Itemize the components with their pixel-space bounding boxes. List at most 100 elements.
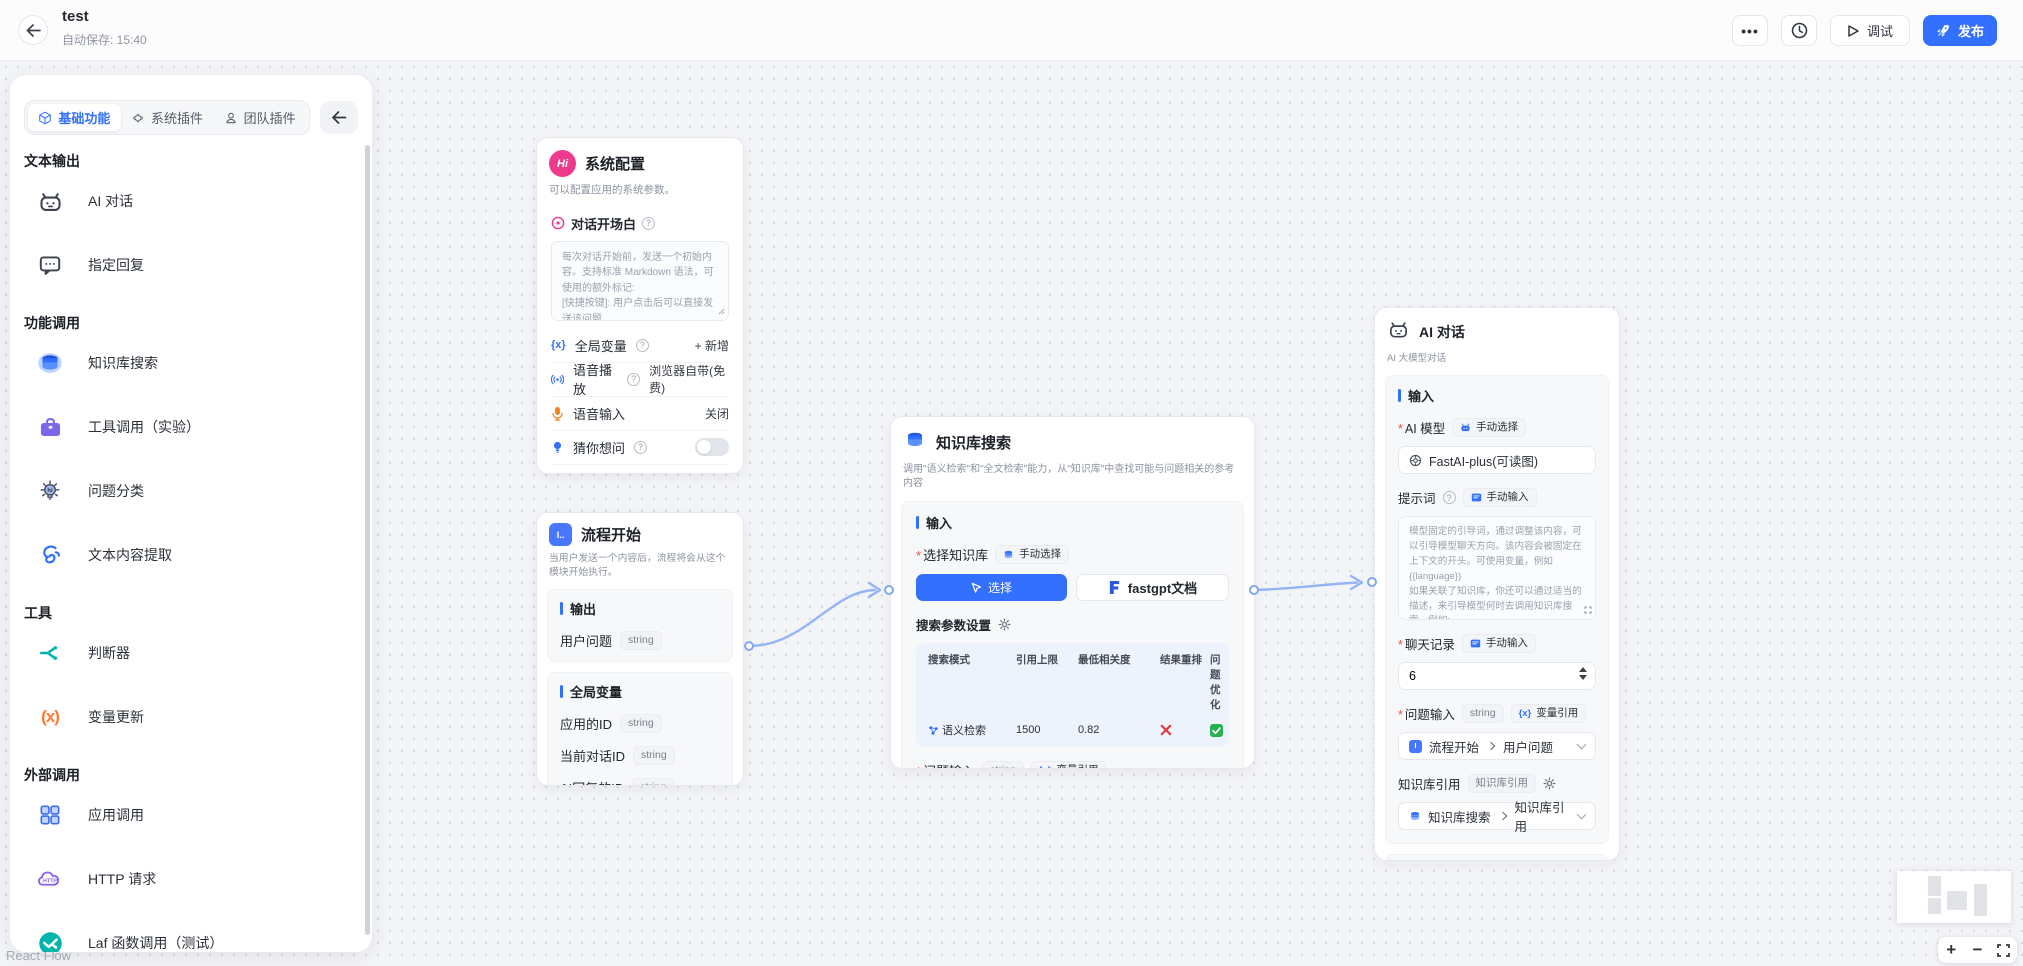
- topbar: test 自动保存: 15:40 ••• 调试 发布: [0, 0, 2023, 61]
- add-variable-button[interactable]: + 新增: [694, 338, 729, 353]
- node-dataset-search[interactable]: 知识库搜索 调用"语义检索"和"全文检索"能力，从"知识库"中查找可能与问题相关…: [890, 416, 1255, 769]
- debug-button[interactable]: 调试: [1830, 15, 1910, 46]
- sidebar-item-label: Laf 函数调用（测试）: [88, 935, 224, 951]
- ai-chat-node-icon: [1387, 318, 1410, 346]
- expand-icon[interactable]: [1584, 606, 1592, 614]
- resize-handle-icon[interactable]: [718, 308, 725, 315]
- sidebar-item-app-call[interactable]: 应用调用: [10, 783, 372, 847]
- more-button[interactable]: •••: [1732, 15, 1768, 46]
- sidebar-item-label: 变量更新: [88, 709, 144, 725]
- autosave-status: 自动保存: 15:40: [62, 33, 147, 47]
- chevron-right-icon: [1486, 742, 1496, 751]
- output-row: 用户问题 string: [560, 631, 720, 651]
- collapse-sidebar-button[interactable]: [320, 101, 358, 134]
- sidebar-item-laf-function[interactable]: Laf 函数调用（测试）: [10, 911, 372, 952]
- sidebar-item-content-extract[interactable]: 文本内容提取: [10, 523, 372, 587]
- sidebar-item-classifier[interactable]: 判断器: [10, 621, 372, 685]
- sidebar-item-question-classify[interactable]: hi 问题分类: [10, 459, 372, 523]
- node-ai-chat[interactable]: AI 对话 AI 大模型对话 输入 AI 模型 手动选择 FastAI-plus…: [1374, 307, 1620, 861]
- dataset-mini-icon: [1004, 550, 1013, 559]
- node-subtitle: 当用户发送一个内容后，流程将会从这个模块开始执行。: [549, 553, 726, 578]
- sidebar-item-label: 指定回复: [88, 257, 144, 273]
- select-dataset-button[interactable]: 选择: [916, 574, 1067, 601]
- back-button[interactable]: [18, 15, 48, 45]
- node-subtitle: 调用"语义检索"和"全文检索"能力，从"知识库"中查找可能与问题相关的参考内容: [903, 464, 1235, 489]
- quote-label: 知识库引用: [1398, 778, 1461, 793]
- tab-team-plugins[interactable]: 团队插件: [213, 104, 306, 131]
- dataset-card-fastgpt[interactable]: fastgpt文档: [1076, 574, 1229, 601]
- node-flow-start[interactable]: I.. 流程开始 当用户发送一个内容后，流程将会从这个模块开始执行。 输出 用户…: [536, 512, 744, 786]
- welcome-textarea[interactable]: [551, 240, 729, 321]
- prompt-textarea[interactable]: [1398, 516, 1596, 621]
- globals-section-title: 全局变量: [560, 682, 720, 701]
- chevron-down-icon: [1576, 809, 1587, 820]
- manual-select-badge: 手动选择: [1452, 418, 1527, 438]
- inputs-section-title: 输入: [1398, 386, 1596, 405]
- row-schedule[interactable]: 定时执行 ? 未开启: [537, 465, 743, 474]
- section-title-external-call: 外部调用: [24, 767, 80, 783]
- sidebar-item-label: HTTP 请求: [88, 871, 157, 887]
- sidebar-item-http-request[interactable]: HTTP HTTP 请求: [10, 847, 372, 911]
- tab-basic-modules[interactable]: 基础功能: [28, 104, 121, 131]
- help-icon[interactable]: ?: [642, 216, 656, 230]
- manual-select-badge: 手动选择: [995, 545, 1070, 564]
- cube-icon: [39, 111, 52, 124]
- sidebar-item-tool-call[interactable]: 工具调用（实验）: [10, 395, 372, 459]
- node-title: 知识库搜索: [936, 435, 1012, 452]
- node-system-config[interactable]: Hi 系统配置 可以配置应用的系统参数。 对话开场白 ? {x} 全局变量 ? …: [536, 137, 744, 474]
- row-tts[interactable]: 语音播放 ? 浏览器自带(免费): [537, 363, 743, 397]
- stepper-up[interactable]: [1579, 667, 1587, 673]
- branch-icon: [36, 639, 64, 667]
- sidebar-item-assigned-reply[interactable]: 指定回复: [10, 233, 372, 297]
- stepper-down[interactable]: [1579, 675, 1587, 681]
- handle-aichat-target[interactable]: [1367, 577, 1377, 587]
- variable-brace-icon: {x}: [1518, 708, 1532, 720]
- stt-value[interactable]: 关闭: [704, 406, 729, 421]
- extract-icon: [36, 541, 64, 569]
- help-icon[interactable]: ?: [634, 440, 648, 454]
- gear-icon[interactable]: [998, 618, 1011, 631]
- schedule-value[interactable]: 未开启: [693, 473, 729, 474]
- guess-question-toggle[interactable]: [695, 438, 729, 457]
- sidebar-item-label: 应用调用: [88, 807, 144, 823]
- sidebar-scrollbar[interactable]: [365, 145, 370, 935]
- zoom-out-button[interactable]: −: [1966, 939, 1988, 961]
- global-row: 应用的ID string: [560, 714, 720, 734]
- search-params-label: 搜索参数设置: [916, 619, 992, 633]
- zoom-in-button[interactable]: +: [1940, 939, 1962, 961]
- gear-icon[interactable]: [1543, 777, 1556, 790]
- search-params-table: 搜索模式 引用上限 最低相关度 结果重排 问题优化 语义检索 1500 0.82: [916, 643, 1229, 747]
- welcome-icon: [551, 216, 565, 230]
- handle-datasetsearch-target[interactable]: [884, 585, 894, 595]
- help-icon[interactable]: ?: [635, 338, 649, 352]
- handle-flowstart-source[interactable]: [744, 641, 754, 651]
- question-input-label: 问题输入: [916, 761, 975, 768]
- tab-system-plugins[interactable]: 系统插件: [121, 104, 214, 131]
- chat-history-value[interactable]: [1399, 669, 1595, 684]
- handle-datasetsearch-source[interactable]: [1249, 585, 1259, 595]
- global-row: 当前对话ID string: [560, 746, 720, 766]
- fit-view-button[interactable]: [1993, 939, 2015, 961]
- quote-source-select[interactable]: 知识库搜索 知识库引用: [1398, 801, 1596, 834]
- minimap-node: [1928, 898, 1941, 914]
- variable-brace-icon: {x}: [1039, 763, 1052, 768]
- sidebar-item-ai-chat[interactable]: AI 对话: [10, 169, 372, 233]
- help-icon[interactable]: ?: [627, 372, 641, 386]
- history-button[interactable]: [1781, 15, 1817, 46]
- row-global-variables[interactable]: {x} 全局变量 ? + 新增: [551, 338, 729, 354]
- chevron-right-icon: [1498, 812, 1507, 821]
- publish-button[interactable]: 发布: [1923, 15, 1997, 46]
- row-guess-question[interactable]: 猜你想问 ?: [537, 431, 743, 464]
- semantic-search-icon: [929, 725, 938, 735]
- minimap[interactable]: [1897, 871, 2011, 923]
- sidebar-item-dataset-search[interactable]: 知识库搜索: [10, 331, 372, 395]
- tts-value[interactable]: 浏览器自带(免费): [649, 364, 726, 396]
- sidebar-item-variable-update[interactable]: (x) 变量更新: [10, 685, 372, 749]
- ai-model-select[interactable]: FastAI-plus(可读图): [1398, 446, 1596, 475]
- help-icon[interactable]: ?: [1442, 491, 1456, 505]
- sidebar-item-label: 问题分类: [88, 483, 144, 499]
- flow-start-icon: I..: [549, 523, 572, 546]
- question-source-select[interactable]: I 流程开始 用户问题: [1398, 732, 1596, 761]
- chat-history-input[interactable]: [1398, 662, 1596, 691]
- row-stt[interactable]: 语音输入 关闭: [537, 397, 743, 430]
